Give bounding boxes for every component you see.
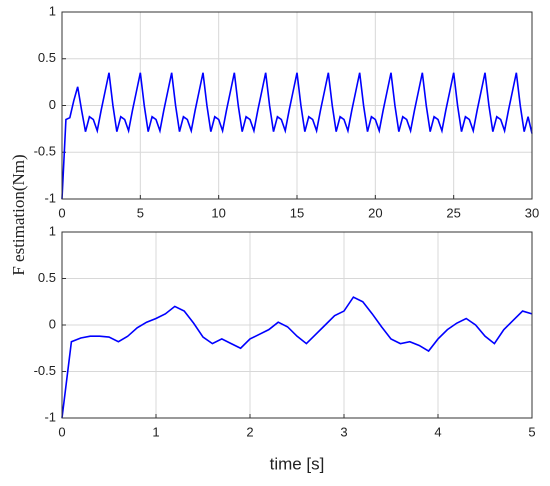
x-tick-label: 1 bbox=[152, 424, 159, 439]
y-tick-label: 0.5 bbox=[38, 270, 56, 285]
x-tick-label: 2 bbox=[246, 424, 253, 439]
y-tick-label: 0.5 bbox=[38, 50, 56, 65]
y-tick-label: 1 bbox=[49, 223, 56, 238]
plot-frame bbox=[61, 231, 533, 419]
plot-frame bbox=[61, 11, 533, 200]
y-tick-label: -0.5 bbox=[34, 363, 56, 378]
y-tick-label: -1 bbox=[44, 190, 56, 205]
data-line bbox=[61, 72, 533, 200]
x-tick-label: 0 bbox=[58, 424, 65, 439]
x-tick-label: 5 bbox=[137, 205, 144, 220]
x-tick-label: 25 bbox=[446, 205, 460, 220]
x-tick-label: 30 bbox=[525, 205, 539, 220]
x-axis-label: time [s] bbox=[270, 454, 325, 473]
x-tick-label: 3 bbox=[340, 424, 347, 439]
y-tick-label: 1 bbox=[49, 3, 56, 18]
x-tick-label: 4 bbox=[434, 424, 441, 439]
x-tick-label: 0 bbox=[58, 205, 65, 220]
x-tick-label: 10 bbox=[211, 205, 225, 220]
y-axis-label: F estimation(Nm) bbox=[9, 154, 28, 275]
x-tick-label: 20 bbox=[368, 205, 382, 220]
y-tick-label: -1 bbox=[44, 409, 56, 424]
x-tick-label: 5 bbox=[528, 424, 535, 439]
y-tick-label: 0 bbox=[49, 316, 56, 331]
y-tick-label: 0 bbox=[49, 97, 56, 112]
x-tick-label: 15 bbox=[290, 205, 304, 220]
data-line bbox=[61, 296, 533, 419]
y-tick-label: -0.5 bbox=[34, 144, 56, 159]
